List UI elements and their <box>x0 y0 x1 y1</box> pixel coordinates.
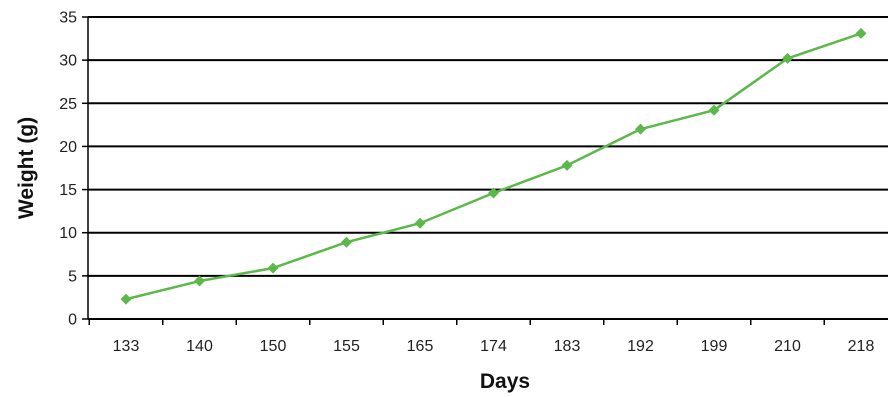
y-tick-label: 20 <box>59 139 77 156</box>
x-tick-label: 155 <box>333 338 360 355</box>
data-point <box>855 27 867 39</box>
data-point <box>561 159 573 171</box>
x-axis-ticks: 133 140 150 155 165 174 183 192 199 210 218 <box>88 319 875 355</box>
data-point <box>708 104 720 116</box>
x-tick-label: 174 <box>480 338 507 355</box>
data-point <box>267 262 279 274</box>
x-tick-label: 183 <box>554 338 581 355</box>
data-point <box>120 293 132 305</box>
data-point <box>341 236 352 248</box>
y-axis-label: Weight (g) <box>15 117 38 219</box>
gridlines <box>88 16 888 277</box>
y-tick-label: 15 <box>59 182 77 199</box>
series-group <box>120 27 867 305</box>
x-tick-label: 192 <box>627 338 654 355</box>
y-axis-ticks: 0 5 10 15 20 25 30 35 <box>59 10 88 329</box>
x-tick-label: 150 <box>260 338 287 355</box>
data-point <box>488 187 499 199</box>
y-tick-label: 25 <box>59 96 77 113</box>
data-point <box>414 217 426 229</box>
series-line <box>125 32 862 301</box>
x-tick-label: 133 <box>113 338 140 355</box>
data-point <box>635 123 646 135</box>
data-point <box>782 52 793 64</box>
data-point <box>194 275 205 287</box>
x-axis-label: Days <box>480 370 530 393</box>
y-tick-label: 10 <box>59 225 77 242</box>
x-tick-label: 218 <box>848 338 875 355</box>
y-tick-label: 35 <box>59 10 77 27</box>
x-tick-label: 165 <box>407 338 434 355</box>
y-tick-label: 30 <box>59 53 77 70</box>
x-tick-label: 210 <box>774 338 801 355</box>
y-tick-label: 0 <box>68 312 77 329</box>
x-tick-label: 199 <box>701 338 728 355</box>
y-tick-label: 5 <box>68 268 77 285</box>
x-tick-label: 140 <box>186 338 213 355</box>
